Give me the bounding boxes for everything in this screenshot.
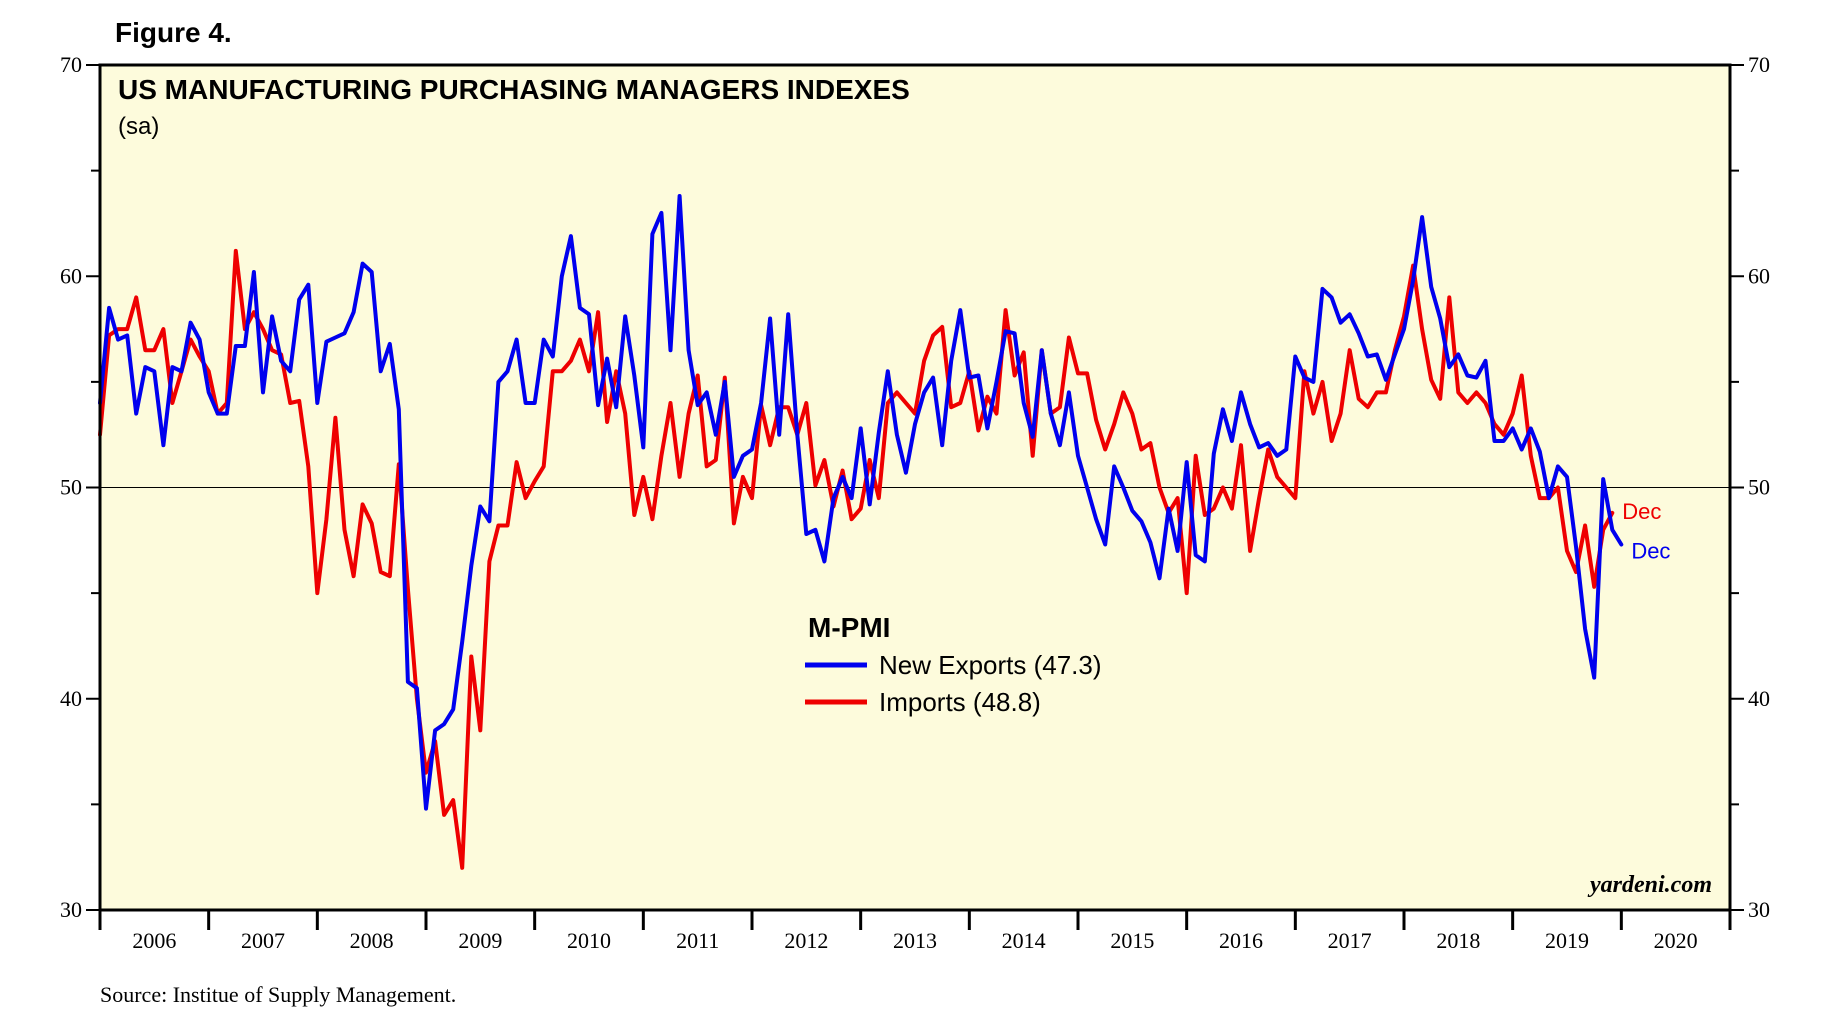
series-layer [98,194,1624,870]
y-tick-label-left: 40 [60,686,82,711]
x-tick-label: 2018 [1436,928,1480,953]
series-line-new-exports [98,194,1624,811]
end-label-imports: Dec [1622,499,1661,524]
y-axis-right: 30 40 50 60 70 [1730,52,1770,922]
y-tick-label-left: 60 [60,263,82,288]
end-label-new-exports: Dec [1631,539,1670,564]
x-tick-label: 2011 [676,928,719,953]
x-tick-label: 2009 [458,928,502,953]
y-axis-left: 30 40 50 60 70 [60,52,100,922]
x-axis: 2006 2007 2008 2009 2010 2011 2012 2013 2014 2015… [98,910,1732,953]
x-tick-label: 2015 [1110,928,1154,953]
figure-label: Figure 4. [115,17,232,48]
plot-frame [98,63,1732,912]
chart-subtitle: (sa) [118,113,159,140]
legend-label-imports: Imports (48.8) [879,687,1041,717]
y-tick-label-left: 50 [60,475,82,500]
watermark: yardeni.com [1587,872,1712,898]
x-tick-label: 2006 [132,928,176,953]
x-tick-label: 2016 [1219,928,1263,953]
x-tick-label: 2014 [1002,928,1046,953]
chart-title: US MANUFACTURING PURCHASING MANAGERS IND… [118,74,910,105]
x-tick-label: 2013 [893,928,937,953]
x-tick-label: 2019 [1545,928,1589,953]
legend-title: M-PMI [808,612,890,643]
y-tick-label-right: 40 [1748,686,1770,711]
x-tick-label: 2020 [1654,928,1698,953]
x-tick-label: 2017 [1328,928,1372,953]
legend: M-PMI New Exports (47.3) Imports (48.8) [805,612,1102,717]
x-tick-label: 2012 [784,928,828,953]
series-line-imports [98,248,1615,870]
x-tick-label: 2008 [350,928,394,953]
x-tick-label: 2007 [241,928,285,953]
y-tick-label-left: 30 [60,897,82,922]
legend-label-new-exports: New Exports (47.3) [879,650,1102,680]
source-note: Source: Institue of Supply Management. [100,982,456,1007]
y-tick-label-right: 70 [1748,52,1770,77]
y-tick-label-right: 60 [1748,263,1770,288]
x-tick-label: 2010 [567,928,611,953]
y-tick-label-left: 70 [60,52,82,77]
y-tick-label-right: 50 [1748,475,1770,500]
y-tick-label-right: 30 [1748,897,1770,922]
